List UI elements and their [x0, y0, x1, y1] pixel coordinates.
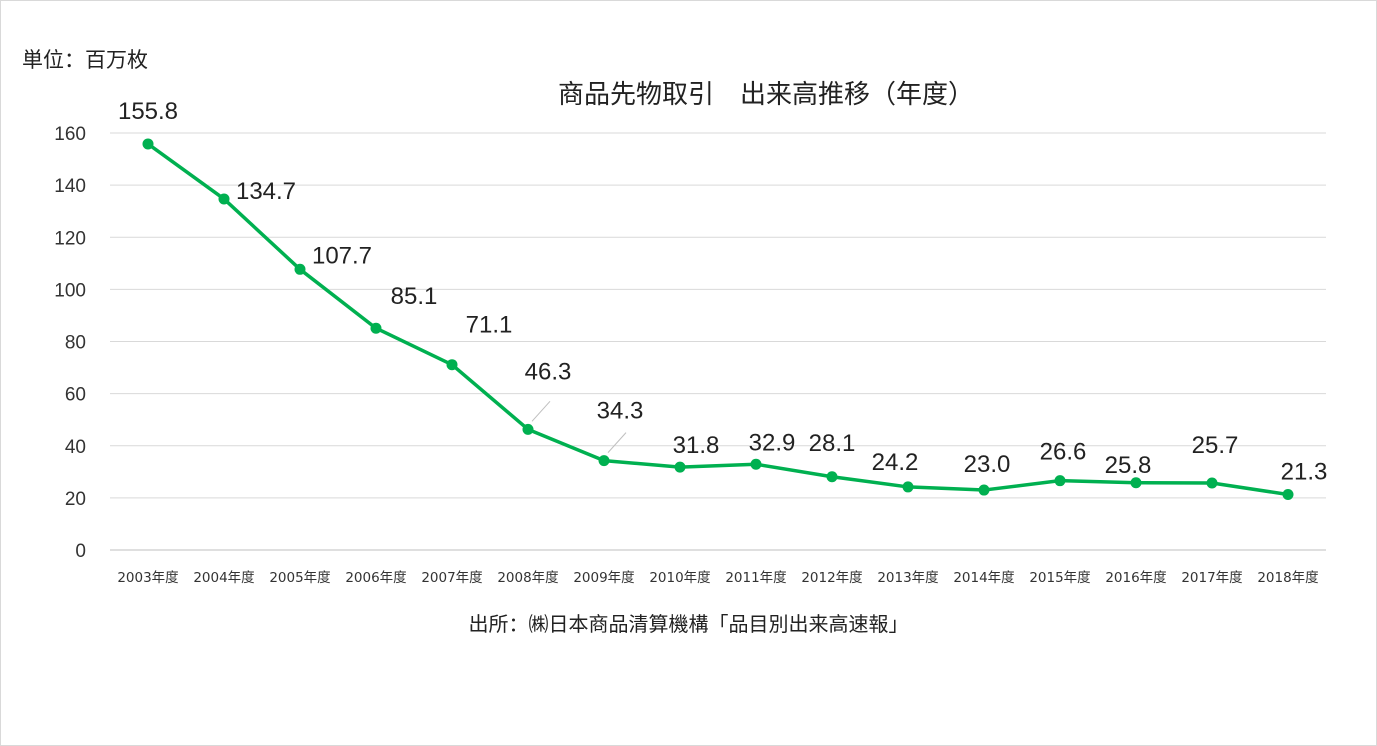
- data-label: 34.3: [597, 398, 644, 425]
- x-tick-label: 2016年度: [1105, 570, 1166, 586]
- data-label: 32.9: [749, 429, 796, 456]
- x-tick-label: 2018年度: [1257, 570, 1318, 586]
- unit-label: 単位：百万枚: [22, 48, 148, 72]
- x-tick-label: 2008年度: [497, 570, 558, 586]
- leader-line: [607, 432, 627, 453]
- x-tick-label: 2011年度: [725, 570, 786, 586]
- x-tick-label: 2013年度: [877, 570, 938, 586]
- data-label: 23.0: [964, 451, 1011, 478]
- data-point: [446, 359, 458, 371]
- data-point: [142, 138, 154, 150]
- series-line: [146, 142, 1290, 497]
- x-axis: 2003年度 2004年度 2005年度 2006年度 2007年度 2008年度 2009…: [117, 570, 1318, 586]
- data-label: 71.1: [466, 312, 513, 339]
- x-tick-label: 2014年度: [953, 570, 1014, 586]
- data-label: 155.8: [118, 98, 178, 125]
- data-labels: 155.8 134.7 107.7 85.1 71.1 46.3 34.3 31.8 32.9 2…: [118, 98, 1327, 486]
- data-point: [674, 461, 686, 473]
- data-point: [1206, 477, 1218, 489]
- data-point: [1130, 477, 1142, 489]
- x-tick-label: 2010年度: [649, 570, 710, 586]
- y-tick-label: 20: [65, 489, 86, 510]
- data-label: 25.7: [1192, 432, 1239, 459]
- data-point: [1054, 475, 1066, 487]
- data-point: [218, 193, 230, 205]
- leader-lines: [531, 400, 627, 453]
- x-tick-label: 2005年度: [269, 570, 330, 586]
- y-tick-label: 60: [65, 385, 86, 406]
- data-label: 21.3: [1281, 458, 1328, 485]
- x-tick-label: 2003年度: [117, 570, 178, 586]
- chart-title: 商品先物取引 出来高推移（年度）: [558, 80, 975, 110]
- leader-line: [531, 400, 551, 422]
- y-axis: 0 20 40 60 80 100 120 140 160: [54, 124, 86, 562]
- data-label: 25.8: [1105, 452, 1152, 479]
- data-point: [750, 458, 762, 470]
- data-label: 28.1: [809, 430, 856, 457]
- y-tick-label: 160: [54, 124, 86, 145]
- x-tick-label: 2015年度: [1029, 570, 1090, 586]
- x-tick-label: 2012年度: [801, 570, 862, 586]
- data-point: [902, 481, 914, 493]
- data-label: 31.8: [673, 432, 720, 459]
- data-label: 24.2: [872, 449, 919, 476]
- data-label: 26.6: [1040, 439, 1087, 466]
- data-point: [598, 455, 610, 467]
- data-label: 46.3: [525, 358, 572, 385]
- y-tick-label: 100: [54, 280, 86, 301]
- data-point: [978, 484, 990, 496]
- y-tick-label: 80: [65, 333, 86, 354]
- y-tick-label: 40: [65, 437, 86, 458]
- x-tick-label: 2007年度: [421, 570, 482, 586]
- data-label: 107.7: [312, 242, 372, 269]
- data-point: [294, 263, 306, 275]
- data-label: 85.1: [391, 283, 438, 310]
- data-point: [370, 322, 382, 334]
- data-point: [1282, 488, 1294, 500]
- x-tick-label: 2004年度: [193, 570, 254, 586]
- source-note: 出所：㈱日本商品清算機構「品目別出来高速報」: [468, 612, 909, 636]
- y-tick-label: 0: [75, 541, 86, 562]
- gridlines: [110, 132, 1326, 551]
- x-tick-label: 2009年度: [573, 570, 634, 586]
- y-tick-label: 140: [54, 176, 86, 197]
- data-point: [522, 423, 534, 435]
- x-tick-label: 2017年度: [1181, 570, 1242, 586]
- series: [142, 138, 1294, 500]
- x-tick-label: 2006年度: [345, 570, 406, 586]
- data-point: [826, 471, 838, 483]
- data-label: 134.7: [236, 178, 296, 205]
- y-tick-label: 120: [54, 228, 86, 249]
